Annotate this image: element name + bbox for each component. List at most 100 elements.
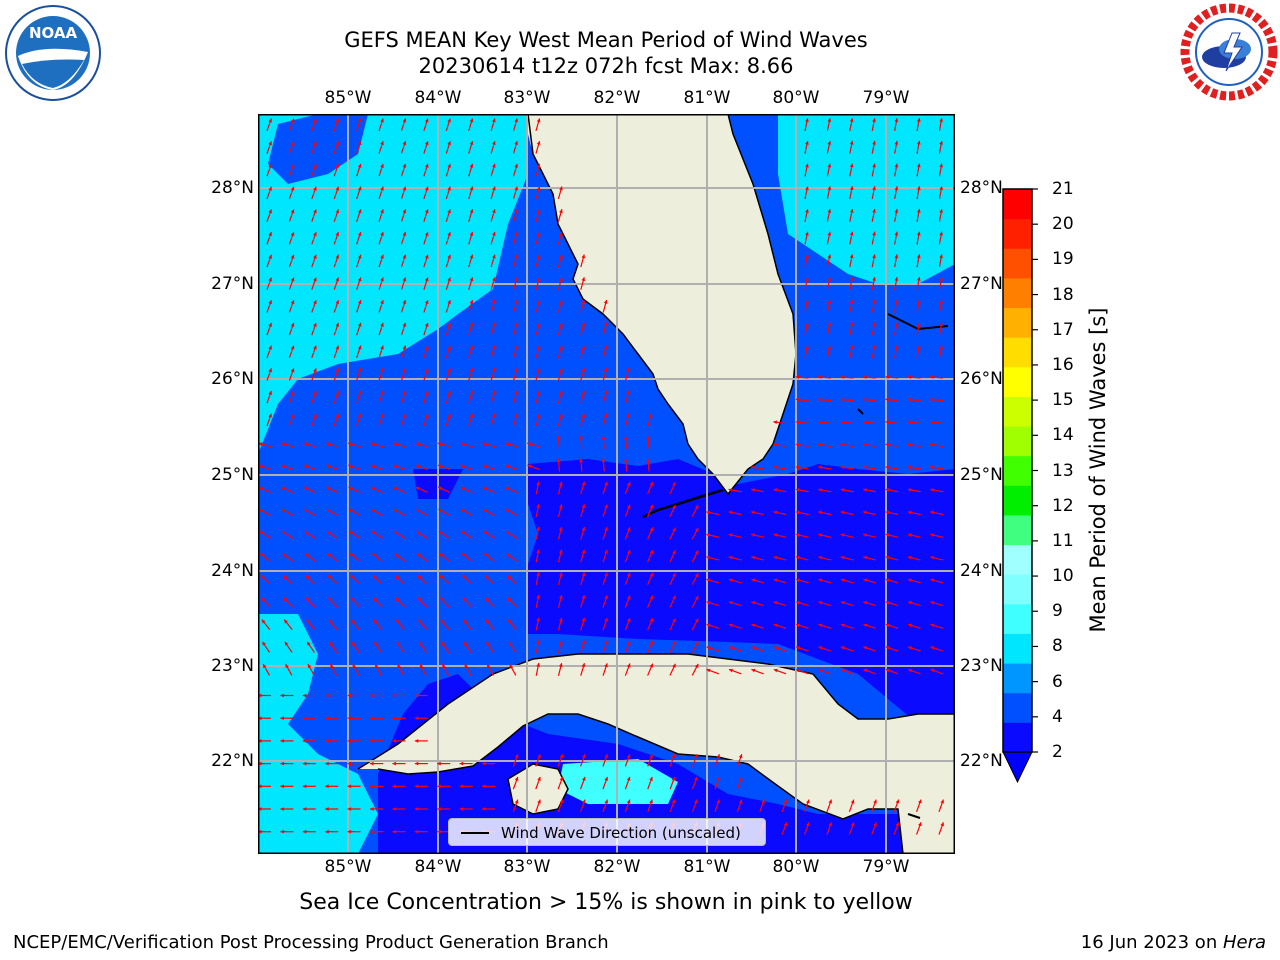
wave-direction-arrowhead bbox=[536, 481, 541, 486]
colorbar-segment bbox=[1003, 337, 1032, 368]
wave-direction-arrowhead bbox=[514, 413, 519, 418]
wave-direction-arrowhead bbox=[492, 163, 496, 168]
wave-direction-arrowhead bbox=[350, 597, 355, 602]
wave-direction-arrowhead bbox=[290, 345, 295, 350]
wave-direction-arrowhead bbox=[649, 595, 654, 600]
wave-direction-arrowhead bbox=[482, 442, 487, 446]
colorbar-tick-label: 12 bbox=[1052, 495, 1074, 516]
wave-direction-arrowhead bbox=[849, 322, 854, 327]
wave-direction-arrowhead bbox=[728, 623, 733, 628]
wave-direction-arrowhead bbox=[392, 738, 396, 743]
wave-direction-arrowhead bbox=[559, 776, 564, 781]
wave-direction-arrowhead bbox=[370, 464, 375, 469]
wave-direction-arrowhead bbox=[738, 776, 743, 781]
wave-direction-arrowhead bbox=[604, 572, 608, 577]
colorbar-tick-label: 18 bbox=[1052, 284, 1074, 305]
wave-direction-arrowhead bbox=[335, 277, 340, 282]
wave-direction-arrowhead bbox=[939, 186, 944, 191]
wave-direction-arrowhead bbox=[536, 368, 541, 372]
wave-direction-arrowhead bbox=[716, 754, 721, 759]
wave-direction-arrowhead bbox=[604, 595, 608, 600]
wave-direction-arrowhead bbox=[649, 504, 654, 509]
wave-direction-arrowhead bbox=[872, 277, 876, 281]
wave-direction-arrowhead bbox=[505, 509, 510, 513]
wave-direction-arrowhead bbox=[424, 390, 429, 395]
wave-direction-arrowhead bbox=[268, 163, 273, 168]
wave-direction-arrowhead bbox=[349, 553, 354, 557]
wave-direction-arrowhead bbox=[818, 510, 823, 515]
wave-direction-arrowhead bbox=[939, 163, 944, 168]
wave-direction-arrowhead bbox=[313, 186, 317, 191]
wave-direction-arrowhead bbox=[536, 390, 541, 395]
wave-direction-arrowhead bbox=[380, 390, 384, 395]
wave-direction-arrowhead bbox=[558, 549, 563, 554]
wave-direction-arrowhead bbox=[885, 555, 890, 560]
wave-direction-arrowhead bbox=[280, 829, 284, 834]
wave-direction-arrowhead bbox=[728, 488, 733, 492]
wave-direction-arrowhead bbox=[313, 232, 317, 237]
lon-tick-bottom: 85°W bbox=[324, 857, 372, 877]
wave-direction-arrowhead bbox=[750, 488, 755, 492]
wave-direction-arrowhead bbox=[464, 664, 469, 669]
wave-direction-arrowhead bbox=[894, 299, 899, 304]
wave-direction-arrowhead bbox=[581, 345, 586, 350]
wave-direction-arrowhead bbox=[604, 776, 609, 781]
colorbar-segment bbox=[1003, 692, 1032, 723]
wave-direction-arrowhead bbox=[268, 186, 273, 191]
wave-direction-arrowhead bbox=[290, 141, 295, 146]
wave-direction-arrowhead bbox=[402, 163, 407, 168]
wave-direction-arrowhead bbox=[863, 668, 868, 673]
wave-direction-arrowhead bbox=[305, 575, 310, 580]
wave-direction-arrowhead bbox=[302, 807, 307, 811]
wave-direction-arrowhead bbox=[482, 807, 486, 811]
wave-direction-arrowhead bbox=[357, 413, 362, 418]
wave-direction-arrowhead bbox=[849, 209, 854, 213]
wave-direction-arrowhead bbox=[916, 208, 921, 213]
wave-direction-arrowhead bbox=[348, 464, 353, 469]
wave-direction-arrowhead bbox=[805, 140, 809, 145]
wave-direction-arrowhead bbox=[582, 754, 586, 759]
wave-direction-arrowhead bbox=[863, 510, 867, 515]
wave-direction-arrowhead bbox=[402, 390, 407, 395]
wave-direction-arrowhead bbox=[396, 641, 401, 646]
wave-direction-arrowhead bbox=[930, 465, 934, 470]
wave-direction-arrowhead bbox=[581, 390, 586, 395]
wave-direction-arrowhead bbox=[335, 300, 340, 305]
wave-direction-arrowhead bbox=[930, 646, 935, 650]
wave-direction-arrowhead bbox=[558, 663, 563, 667]
wave-direction-arrowhead bbox=[508, 619, 512, 624]
wave-direction-arrowhead bbox=[716, 776, 721, 781]
wave-direction-arrowhead bbox=[514, 345, 519, 350]
wave-direction-arrowhead bbox=[795, 375, 800, 380]
colorbar-tick-label: 14 bbox=[1052, 425, 1074, 446]
wave-direction-arrowhead bbox=[559, 799, 564, 804]
wave-direction-arrowhead bbox=[370, 784, 374, 789]
wave-direction-arrowhead bbox=[392, 829, 396, 834]
wave-direction-arrowhead bbox=[440, 597, 445, 602]
wave-direction-arrowhead bbox=[357, 368, 362, 373]
map-legend: Wind Wave Direction (unscaled) bbox=[448, 818, 766, 846]
wave-direction-arrowhead bbox=[930, 533, 935, 537]
wave-direction-arrowhead bbox=[303, 442, 308, 446]
wave-direction-arrowhead bbox=[335, 345, 340, 350]
colorbar-tick-label: 20 bbox=[1052, 214, 1074, 235]
colorbar-tick-label: 17 bbox=[1052, 319, 1074, 340]
wave-direction-arrowhead bbox=[916, 299, 921, 304]
wave-direction-arrowhead bbox=[424, 368, 429, 373]
wave-direction-arrowhead bbox=[268, 300, 273, 305]
wave-direction-arrowhead bbox=[325, 784, 329, 789]
wave-direction-arrowhead bbox=[626, 527, 631, 532]
wave-direction-arrowhead bbox=[350, 575, 355, 580]
wave-direction-arrowhead bbox=[818, 555, 823, 560]
wave-direction-arrowhead bbox=[885, 488, 890, 492]
wave-direction-arrowhead bbox=[482, 784, 486, 789]
wave-direction-arrowhead bbox=[672, 663, 676, 668]
wave-direction-arrowhead bbox=[329, 641, 334, 646]
wave-direction-arrowhead bbox=[302, 738, 307, 743]
wave-direction-arrowhead bbox=[908, 623, 912, 628]
wave-direction-arrowhead bbox=[773, 510, 778, 515]
wave-direction-arrowhead bbox=[424, 300, 429, 304]
wave-direction-arrowhead bbox=[447, 368, 451, 373]
wave-direction-arrowhead bbox=[402, 186, 407, 191]
wave-direction-arrowhead bbox=[469, 118, 474, 123]
